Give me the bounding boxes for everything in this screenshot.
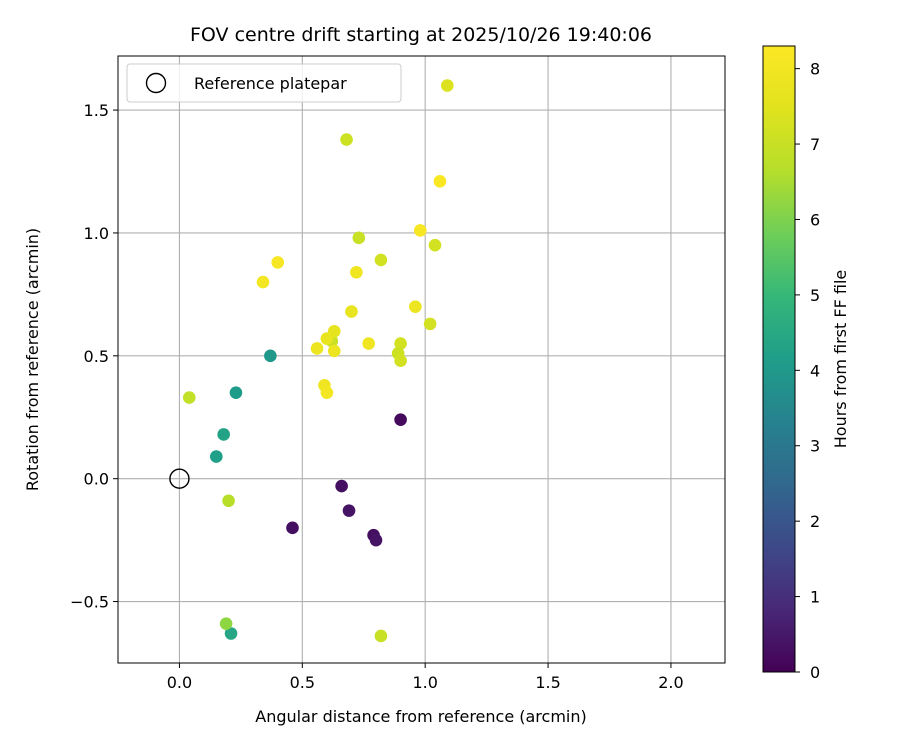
legend: Reference platepar bbox=[126, 63, 402, 103]
x-tick-label: 0.0 bbox=[167, 673, 192, 692]
scatter-point bbox=[320, 332, 334, 345]
scatter-point bbox=[433, 175, 447, 188]
colorbar-tick-label: 0 bbox=[810, 663, 820, 682]
scatter-point bbox=[369, 533, 383, 547]
scatter-point bbox=[394, 354, 407, 368]
grid bbox=[118, 56, 725, 663]
data-points bbox=[182, 79, 454, 643]
colorbar-tick-label: 6 bbox=[810, 210, 820, 229]
scatter-point bbox=[256, 275, 270, 289]
colorbar: 0 1 2 3 4 5 6 7 8 Hours from first FF file bbox=[762, 45, 850, 682]
scatter-point bbox=[394, 413, 407, 427]
colorbar-tick-label: 1 bbox=[810, 588, 820, 607]
scatter-point bbox=[345, 305, 358, 318]
scatter-point bbox=[340, 133, 353, 146]
scatter-point bbox=[335, 479, 348, 493]
colorbar-ticks: 0 1 2 3 4 5 6 7 8 bbox=[795, 60, 820, 682]
colorbar-tick-label: 5 bbox=[810, 286, 820, 305]
scatter-point bbox=[271, 256, 285, 269]
scatter-point bbox=[362, 337, 375, 350]
colorbar-tick-label: 7 bbox=[810, 135, 820, 154]
scatter-point bbox=[374, 629, 388, 643]
scatter-point bbox=[182, 391, 196, 404]
scatter-point bbox=[413, 224, 427, 237]
scatter-point bbox=[394, 337, 407, 350]
scatter-point bbox=[423, 317, 437, 331]
scatter-point bbox=[441, 79, 454, 92]
x-tick-label: 1.0 bbox=[412, 673, 437, 692]
chart-title: FOV centre drift starting at 2025/10/26 … bbox=[190, 24, 652, 46]
x-tick-label: 1.5 bbox=[535, 673, 560, 692]
scatter-point bbox=[428, 238, 442, 252]
scatter-point bbox=[320, 386, 334, 399]
colorbar-tick-label: 2 bbox=[810, 512, 820, 531]
x-tick-label: 2.0 bbox=[658, 673, 683, 692]
colorbar-gradient bbox=[762, 45, 796, 673]
x-axis-ticks: 0.0 0.5 1.0 1.5 2.0 bbox=[167, 663, 684, 692]
y-axis-label: Rotation from reference (arcmin) bbox=[23, 228, 42, 491]
y-tick-label: 0.5 bbox=[84, 347, 109, 366]
scatter-point bbox=[264, 349, 277, 363]
scatter-point bbox=[327, 344, 341, 358]
colorbar-tick-label: 4 bbox=[810, 361, 820, 380]
y-tick-label: 0.0 bbox=[84, 470, 109, 489]
scatter-point bbox=[286, 521, 299, 535]
y-tick-label: −0.5 bbox=[70, 593, 109, 612]
x-axis-label: Angular distance from reference (arcmin) bbox=[255, 707, 586, 726]
reference-layer bbox=[169, 468, 190, 489]
scatter-point bbox=[209, 450, 223, 463]
legend-entry-reference: Reference platepar bbox=[194, 74, 347, 93]
scatter-point bbox=[409, 300, 422, 313]
plot-frame bbox=[117, 55, 726, 664]
scatter-point bbox=[350, 265, 363, 279]
scatter-point bbox=[217, 428, 230, 441]
scatter-point bbox=[229, 386, 243, 399]
colorbar-tick-label: 3 bbox=[810, 437, 820, 456]
legend-reference-marker bbox=[145, 72, 167, 94]
scatter-point bbox=[310, 342, 324, 355]
scatter-point bbox=[219, 617, 233, 630]
scatter-point bbox=[224, 627, 238, 640]
y-tick-label: 1.5 bbox=[84, 101, 109, 120]
legend-box bbox=[126, 63, 402, 103]
scatter-point bbox=[352, 231, 366, 245]
scatter-point bbox=[222, 494, 235, 508]
y-tick-label: 1.0 bbox=[84, 224, 109, 243]
colorbar-label: Hours from first FF file bbox=[831, 270, 850, 449]
scatter-point bbox=[342, 504, 356, 517]
reference-platepar-marker bbox=[169, 468, 190, 489]
x-tick-label: 0.5 bbox=[290, 673, 315, 692]
scatter-point bbox=[374, 253, 388, 267]
colorbar-tick-label: 8 bbox=[810, 60, 820, 79]
y-axis-ticks: −0.5 0.0 0.5 1.0 1.5 bbox=[70, 101, 118, 612]
